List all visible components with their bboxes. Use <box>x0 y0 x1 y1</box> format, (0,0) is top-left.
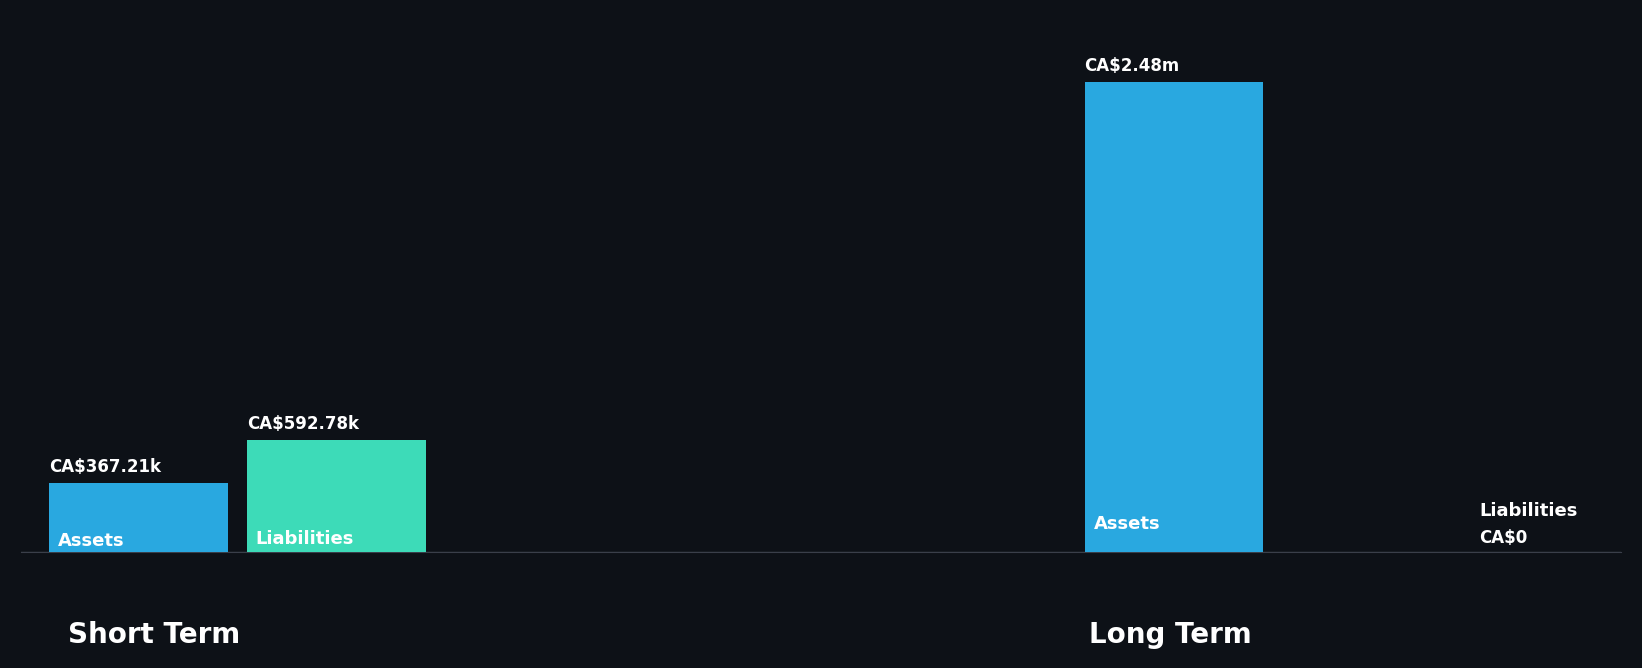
Text: Short Term: Short Term <box>67 621 240 649</box>
Text: CA$592.78k: CA$592.78k <box>246 415 358 433</box>
Text: CA$367.21k: CA$367.21k <box>49 458 161 476</box>
Bar <box>1085 81 1263 552</box>
Bar <box>49 482 228 552</box>
Text: CA$2.48m: CA$2.48m <box>1085 57 1181 75</box>
Text: Long Term: Long Term <box>1089 621 1253 649</box>
Text: Assets: Assets <box>1094 516 1161 534</box>
Text: Liabilities: Liabilities <box>256 530 355 548</box>
Text: CA$0: CA$0 <box>1479 529 1527 547</box>
Bar <box>246 440 425 552</box>
Text: Assets: Assets <box>57 532 125 550</box>
Text: Liabilities: Liabilities <box>1479 502 1578 520</box>
